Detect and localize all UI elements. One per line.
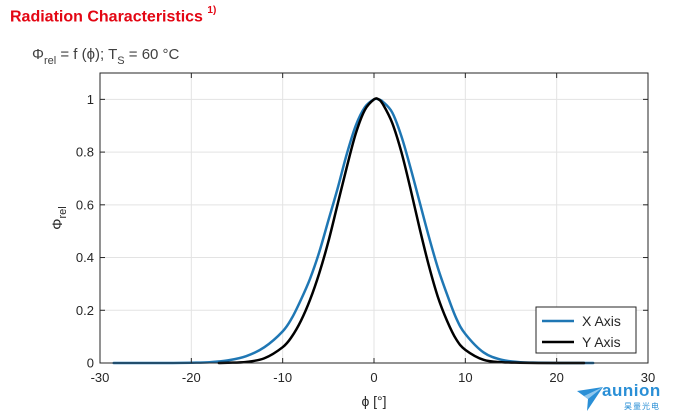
legend-label-x-axis: X Axis — [582, 313, 621, 329]
formula-rel: rel — [43, 55, 57, 67]
formula-end: = 60 °C — [124, 46, 180, 63]
axis-ticks — [99, 73, 649, 364]
series-layer — [112, 97, 595, 365]
y-axis-label-main: Φ — [49, 219, 65, 230]
x-tick-label: -20 — [182, 370, 201, 385]
logo-plane-icon — [577, 387, 603, 411]
y-tick-label: 0 — [87, 356, 94, 371]
y-tick-label: 1 — [87, 92, 94, 107]
y-tick-label: 0.4 — [76, 250, 94, 265]
x-tick-label: 0 — [370, 370, 377, 385]
title-text: Radiation Characteristics — [10, 8, 203, 26]
x-tick-label: 30 — [641, 370, 655, 385]
formula-phi: Φ — [32, 46, 44, 63]
x-tick-label: 10 — [458, 370, 472, 385]
y-axis-label: Φrel — [49, 206, 69, 229]
y-tick-label: 0.2 — [76, 303, 94, 318]
chart-formula: Φrel = f (ϕ); TS = 60 °C — [32, 46, 180, 67]
logo-chinese: 昊量光电 — [624, 402, 660, 411]
formula-s: S — [117, 55, 125, 67]
x-tick-label: -30 — [91, 370, 110, 385]
y-tick-label: 0.6 — [76, 197, 94, 212]
aunion-logo: aunion 昊量光电 — [575, 380, 681, 416]
legend: X Axis Y Axis — [535, 306, 637, 354]
x-tick-label: 20 — [549, 370, 563, 385]
formula-mid: = f (ϕ); T — [56, 46, 118, 63]
x-axis-label: ϕ [°] — [361, 393, 386, 409]
title-footnote: 1) — [207, 5, 217, 16]
legend-box — [535, 306, 637, 354]
series-line-y-axis — [217, 97, 586, 365]
logo-word: aunion — [602, 381, 661, 400]
y-tick-label: 0.8 — [76, 145, 94, 160]
y-axis-label-sub: rel — [57, 206, 69, 218]
x-tick-label: -10 — [273, 370, 292, 385]
legend-label-y-axis: Y Axis — [582, 334, 621, 350]
tick-labels: -30 -20 -10 0 10 20 30 0 0.2 0.4 0.6 0.8 1 — [76, 92, 655, 385]
page-title: Radiation Characteristics 1) — [10, 5, 217, 26]
